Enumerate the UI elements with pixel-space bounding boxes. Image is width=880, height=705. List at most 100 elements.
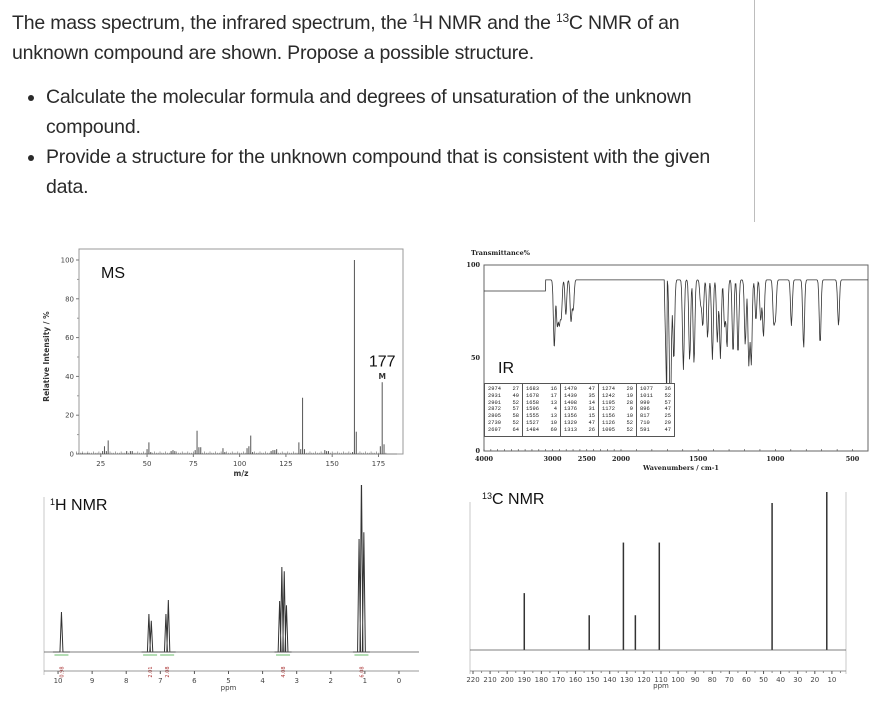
h-nmr-signal bbox=[52, 611, 70, 653]
c-nmr-x-tick: 170 bbox=[552, 676, 565, 684]
ir-table-column: 2974 27 2931 49 2901 52 2872 57 2805 58 2730 52 2697… bbox=[485, 384, 523, 436]
c-nmr-x-tick: 130 bbox=[620, 676, 633, 684]
c-nmr-x-tick: 180 bbox=[535, 676, 548, 684]
ms-x-tick: 25 bbox=[96, 460, 105, 468]
ir-table-row: 2730 52 bbox=[488, 419, 519, 426]
c-nmr-x-tick: 200 bbox=[500, 676, 513, 684]
h-nmr-x-axis-title: ppm bbox=[221, 684, 237, 692]
ir-x-tick: 2000 bbox=[612, 455, 631, 463]
ir-peak-table: 2974 27 2931 49 2901 52 2872 57 2805 58 2730 52 2697… bbox=[484, 383, 675, 437]
ms-label: MS bbox=[101, 265, 125, 282]
h-nmr-x-tick: 0 bbox=[397, 677, 401, 685]
task-list: Calculate the molecular formula and degr… bbox=[12, 82, 742, 202]
ir-table-row: 2805 58 bbox=[488, 413, 519, 420]
h-nmr-x-tick: 4 bbox=[260, 677, 265, 685]
ir-table-row: 2974 27 bbox=[488, 386, 519, 392]
ir-table-row: 1011 52 bbox=[640, 392, 671, 399]
c-nmr-x-tick: 210 bbox=[483, 676, 496, 684]
ir-label: IR bbox=[498, 360, 514, 377]
c-nmr-label: 13C NMR bbox=[482, 491, 544, 508]
ir-curve bbox=[484, 279, 868, 420]
ms-y-tick: 100 bbox=[61, 257, 74, 265]
task-item: Provide a structure for the unknown comp… bbox=[46, 142, 742, 202]
c-nmr-x-tick: 30 bbox=[793, 676, 802, 684]
ir-table-row: 1195 28 bbox=[602, 399, 633, 406]
ir-table-row: 1470 47 bbox=[564, 386, 595, 392]
ir-y-tick: 50 bbox=[471, 354, 481, 362]
ir-table-column: 1274 20 1242 19 1195 28 1172 9 1156 10 1126 52 1095 5… bbox=[599, 384, 637, 436]
h-nmr-integral: 2.01 bbox=[148, 666, 154, 677]
c-nmr-x-tick: 120 bbox=[637, 676, 650, 684]
h-nmr-integral: 0.98 bbox=[59, 666, 65, 677]
ir-table-row: 1156 10 bbox=[602, 413, 633, 420]
ir-table-row: 1408 14 bbox=[564, 399, 595, 406]
ir-table-column: 1077 36 1011 52 999 57 896 47 817 25 710 29 591 47 bbox=[637, 384, 674, 436]
ms-x-tick: 50 bbox=[143, 460, 152, 468]
ir-table-row: 591 47 bbox=[640, 426, 671, 433]
ms-x-tick: 150 bbox=[326, 460, 339, 468]
h-nmr-signal bbox=[158, 599, 176, 653]
h-nmr-x-tick: 2 bbox=[329, 677, 333, 685]
task-item: Calculate the molecular formula and degr… bbox=[46, 82, 742, 142]
h-nmr-chart: 1H NMR 0.98 2.01 2.08 4.08 6.08 10 9 8 7 6 5 4 3 2 1 0 pp… bbox=[30, 485, 420, 705]
ms-y-tick: 60 bbox=[65, 334, 74, 342]
ir-table-row: 1555 13 bbox=[526, 413, 557, 420]
h-nmr-signal bbox=[274, 566, 292, 653]
h-nmr-x-tick: 9 bbox=[90, 677, 94, 685]
h-nmr-x-tick: 7 bbox=[158, 677, 162, 685]
ir-frame bbox=[483, 264, 869, 452]
h-nmr-signal bbox=[141, 613, 159, 653]
ir-y-tick: 0 bbox=[475, 447, 480, 455]
c-nmr-x-tick: 40 bbox=[776, 676, 785, 684]
c-nmr-chart: 13C NMR 220 210 200 190 180 170 160 150 140 130 120… bbox=[460, 480, 880, 705]
ir-table-row: 1376 31 bbox=[564, 406, 595, 413]
ms-y-tick: 20 bbox=[65, 412, 74, 420]
ir-y-axis-title: Transmittance% bbox=[471, 249, 531, 257]
ir-table-row: 1683 16 bbox=[526, 386, 557, 392]
h-nmr-label: 1H NMR bbox=[50, 497, 107, 514]
ir-table-row: 1484 69 bbox=[526, 426, 557, 433]
ir-table-row: 2901 52 bbox=[488, 399, 519, 406]
ir-x-tick: 4000 bbox=[475, 455, 494, 463]
ir-table-row: 1356 15 bbox=[564, 413, 595, 420]
c-nmr-x-tick: 160 bbox=[569, 676, 582, 684]
ms-x-tick: 75 bbox=[189, 460, 198, 468]
c-nmr-x-tick: 220 bbox=[466, 676, 479, 684]
ir-x-axis-title: Wavenumbers / cm-1 bbox=[642, 464, 719, 472]
ir-table-row: 1527 10 bbox=[526, 419, 557, 426]
ir-spectrum-chart: Transmittance% 100 50 0 4000 3000 2500 2000 1500… bbox=[455, 245, 875, 480]
h-nmr-x-tick: 5 bbox=[226, 677, 230, 685]
ir-table-row: 1658 13 bbox=[526, 399, 557, 406]
ms-x-tick: 125 bbox=[279, 460, 292, 468]
h-nmr-integral: 4.08 bbox=[281, 666, 287, 677]
ms-y-tick: 40 bbox=[65, 373, 74, 381]
c-nmr-x-tick: 60 bbox=[742, 676, 751, 684]
ir-table-row: 2697 64 bbox=[488, 426, 519, 433]
ir-table-row: 1596 4 bbox=[526, 406, 557, 413]
ir-table-column: 1470 47 1439 35 1408 14 1376 31 1356 15 1329 47 1313… bbox=[561, 384, 599, 436]
ir-table-row: 1678 17 bbox=[526, 392, 557, 399]
question-text: The mass spectrum, the infrared spectrum… bbox=[12, 8, 742, 202]
h-nmr-integral: 2.08 bbox=[165, 666, 171, 677]
ir-table-row: 1242 19 bbox=[602, 392, 633, 399]
ir-table-row: 1329 47 bbox=[564, 419, 595, 426]
ir-table-row: 2931 49 bbox=[488, 392, 519, 399]
c-nmr-x-tick: 70 bbox=[725, 676, 734, 684]
c-nmr-x-tick: 110 bbox=[654, 676, 667, 684]
h-nmr-x-tick: 3 bbox=[294, 677, 298, 685]
h-nmr-integral: 6.08 bbox=[359, 666, 365, 677]
ir-table-row: 896 47 bbox=[640, 406, 671, 413]
c-nmr-x-tick: 150 bbox=[586, 676, 599, 684]
ir-x-tick: 1500 bbox=[689, 455, 708, 463]
ir-table-row: 710 29 bbox=[640, 419, 671, 426]
ir-table-row: 2872 57 bbox=[488, 406, 519, 413]
ir-table-row: 1274 20 bbox=[602, 386, 633, 392]
ir-table-row: 1172 9 bbox=[602, 406, 633, 413]
ir-table-row: 1095 52 bbox=[602, 426, 633, 433]
c-nmr-plot: 13C NMR 220 210 200 190 180 170 160 150 140 130 120… bbox=[466, 491, 847, 690]
h-nmr-x-tick: 1 bbox=[363, 677, 367, 685]
c-nmr-x-tick: 140 bbox=[603, 676, 616, 684]
